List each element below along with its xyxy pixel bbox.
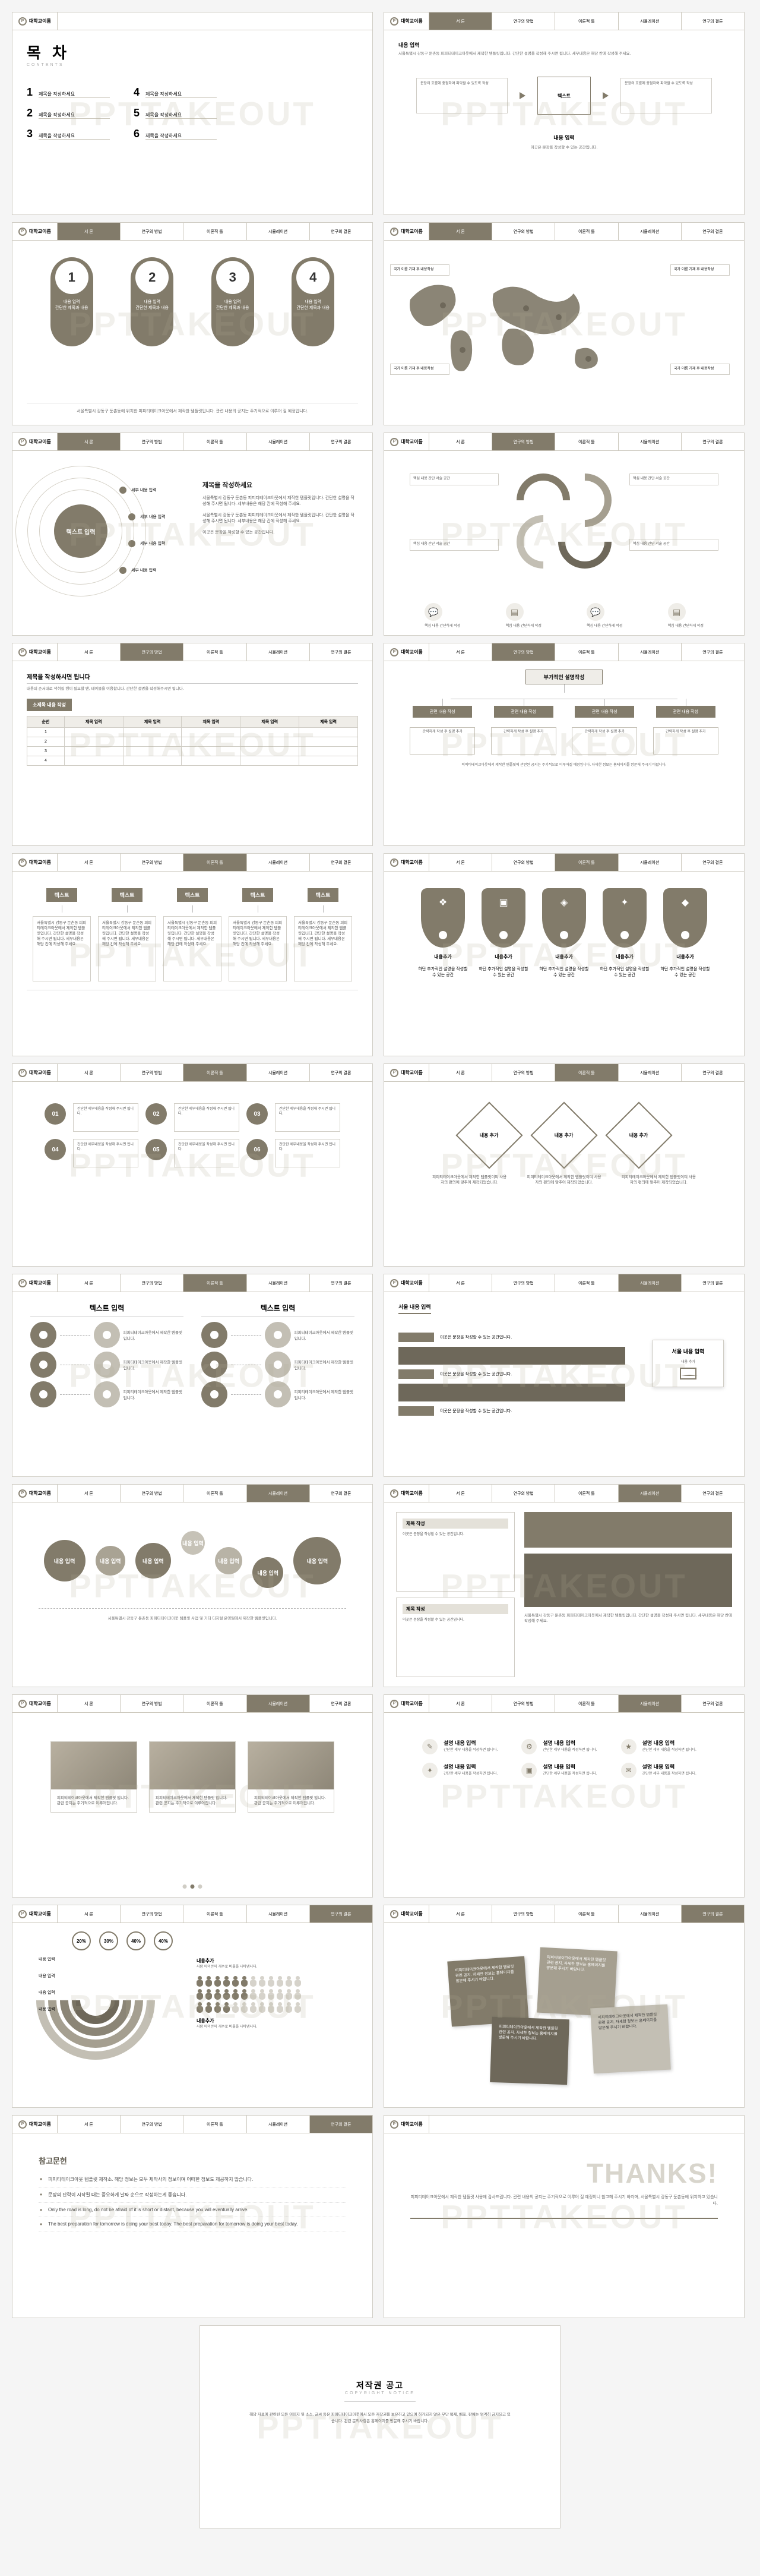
doc-icon: ▣: [521, 1763, 537, 1778]
pill-2: 2내용 입력간단한 제목과 내용: [131, 257, 173, 346]
envelope-icon: [680, 1368, 696, 1379]
sticky-note: 피피티테이크아웃에서 제작한 템플릿 관련 공지. 자세한 정보는 홈페이지를 …: [537, 1947, 618, 2017]
star-icon: ★: [621, 1739, 636, 1754]
slide-org: P대학교이름 서 론연구의 방법이론적 틀시뮬레이션연구의 결론 부가적인 설명…: [384, 643, 745, 846]
info-card: 피피티테이크아웃에서 제작한 템플릿 입니다. 관련 공지는 주기적으로 이루어…: [50, 1741, 137, 1813]
drop-2: ▣: [482, 888, 525, 948]
drop-3: ◈: [542, 888, 586, 948]
slide-twocol: P대학교이름 서 론연구의 방법이론적 틀시뮬레이션연구의 결론 텍스트 입력 …: [12, 1274, 373, 1477]
slide-steps: P대학교이름 서 론연구의 방법이론적 틀시뮬레이션연구의 결론 01간단한 세…: [12, 1063, 373, 1267]
pill-1: 1내용 입력간단한 제목과 내용: [50, 257, 93, 346]
slide-pills: P대학교이름 서 론연구의 방법이론적 틀시뮬레이션연구의 결론 1내용 입력간…: [12, 222, 373, 425]
info-card: 피피티테이크아웃에서 제작한 템플릿 입니다. 관련 공지는 주기적으로 이루어…: [248, 1741, 334, 1813]
chart-icon: ▤: [506, 603, 524, 621]
sticky-note: 피피티테이크아웃에서 제작한 템플릿 관련 공지. 자세한 정보는 홈페이지를 …: [447, 1956, 528, 2027]
slide-cycle: P대학교이름 서 론연구의 방법이론적 틀시뮬레이션연구의 결론 핵심 내용 간…: [384, 433, 745, 636]
slide-bubbles: P대학교이름 서 론연구의 방법이론적 틀시뮬레이션연구의 결론 내용 입력 내…: [12, 1484, 373, 1687]
slide-arcs: P대학교이름 서 론연구의 방법이론적 틀시뮬레이션연구의 결론 20% 30%…: [12, 1905, 373, 2108]
drop-1: ❖: [421, 888, 465, 948]
pill-3: 3내용 입력간단한 제목과 내용: [211, 257, 254, 346]
pill-4: 4내용 입력간단한 제목과 내용: [292, 257, 334, 346]
slide-panels: P대학교이름 서 론연구의 방법이론적 틀시뮬레이션연구의 결론 제목 작성이곳…: [384, 1484, 745, 1687]
slide-5col: P대학교이름 서 론연구의 방법이론적 틀시뮬레이션연구의 결론 텍스트서울특별…: [12, 853, 373, 1056]
toc-title: 목 차: [27, 41, 70, 63]
slide-table: P대학교이름 서 론연구의 방법이론적 틀시뮬레이션연구의 결론 제목을 작성하…: [12, 643, 373, 846]
chart-icon: ▤: [668, 603, 686, 621]
slide-map: P대학교이름 서 론연구의 방법이론적 틀시뮬레이션연구의 결론 국가 이름 기…: [384, 222, 745, 425]
data-table: 순번제목 입력제목 입력제목 입력제목 입력제목 입력 1 2 3 4: [27, 716, 358, 766]
slide-thanks: P대학교이름 THANKS! 피피티테이크아웃에서 제작한 템플릿 사용에 감사…: [384, 2115, 745, 2318]
slide-radar: P대학교이름 서 론연구의 방법이론적 틀시뮬레이션연구의 결론 텍스트 입력 …: [12, 433, 373, 636]
tab[interactable]: 서 론: [429, 12, 492, 30]
pager[interactable]: [183, 1884, 202, 1889]
chat-icon: ✉: [621, 1763, 636, 1778]
sticky-note: 피피티테이크아웃에서 제작한 템플릿 관련 공지. 자세한 정보는 홈페이지를 …: [590, 2004, 671, 2074]
chat-icon: 💬: [425, 603, 442, 621]
info-card: 피피티테이크아웃에서 제작한 템플릿 입니다. 관련 공지는 주기적으로 이루어…: [149, 1741, 236, 1813]
world-map: [398, 267, 624, 380]
slide-references: P대학교이름 서 론연구의 방법이론적 틀시뮬레이션연구의 결론 참고문헌 피피…: [12, 2115, 373, 2318]
floating-card: 서울 내용 입력 내용 추가: [653, 1340, 724, 1387]
slide-toc: P대학교이름 목 차 CONTENTS 1제목을 작성하세요 2제목을 작성하세…: [12, 12, 373, 215]
gear-icon: ⚙: [521, 1739, 537, 1754]
chat-icon: 💬: [587, 603, 604, 621]
drop-5: ◆: [663, 888, 707, 948]
slide-drops: P대학교이름 서 론연구의 방법이론적 틀시뮬레이션연구의 결론 ❖내용추가하단…: [384, 853, 745, 1056]
slide-hbar: P대학교이름 서 론연구의 방법이론적 틀시뮬레이션연구의 결론 서울 내용 입…: [384, 1274, 745, 1477]
slide-copyright: 저작권 공고 COPYRIGHT NOTICE 해당 자료에 관련된 모든 이미…: [200, 2325, 560, 2528]
slide-sticky: P대학교이름 서 론연구의 방법이론적 틀시뮬레이션연구의 결론 피피티테이크아…: [384, 1905, 745, 2108]
pencil-icon: ✎: [422, 1739, 438, 1754]
slide-flow: P대학교이름 서 론연구의 방법이론적 틀시뮬레이션연구의 결론 내용 입력 서…: [384, 12, 745, 215]
slide-icons6: P대학교이름 서 론연구의 방법이론적 틀시뮬레이션연구의 결론 ✎설명 내용 …: [384, 1694, 745, 1898]
toc-subtitle: CONTENTS: [27, 63, 358, 67]
drop-4: ✦: [603, 888, 647, 948]
arrow-right-icon: [520, 92, 525, 99]
bulb-icon: ✦: [422, 1763, 438, 1778]
sticky-note: 피피티테이크아웃에서 제작한 템플릿 관련 공지. 자세한 정보는 홈페이지를 …: [490, 2017, 569, 2085]
arrow-right-icon: [603, 92, 609, 99]
logo-text: 대학교이름: [29, 18, 51, 24]
slide-diamond: P대학교이름 서 론연구의 방법이론적 틀시뮬레이션연구의 결론 내용 추가 내…: [384, 1063, 745, 1267]
slide-info3: P대학교이름 서 론연구의 방법이론적 틀시뮬레이션연구의 결론 피피티테이크아…: [12, 1694, 373, 1898]
pill-footer: 서울특별시 강동구 둔촌동에 위치한 피피티테이크아웃에서 제작한 템플릿입니다…: [27, 403, 358, 414]
logo-icon: P: [18, 17, 27, 26]
